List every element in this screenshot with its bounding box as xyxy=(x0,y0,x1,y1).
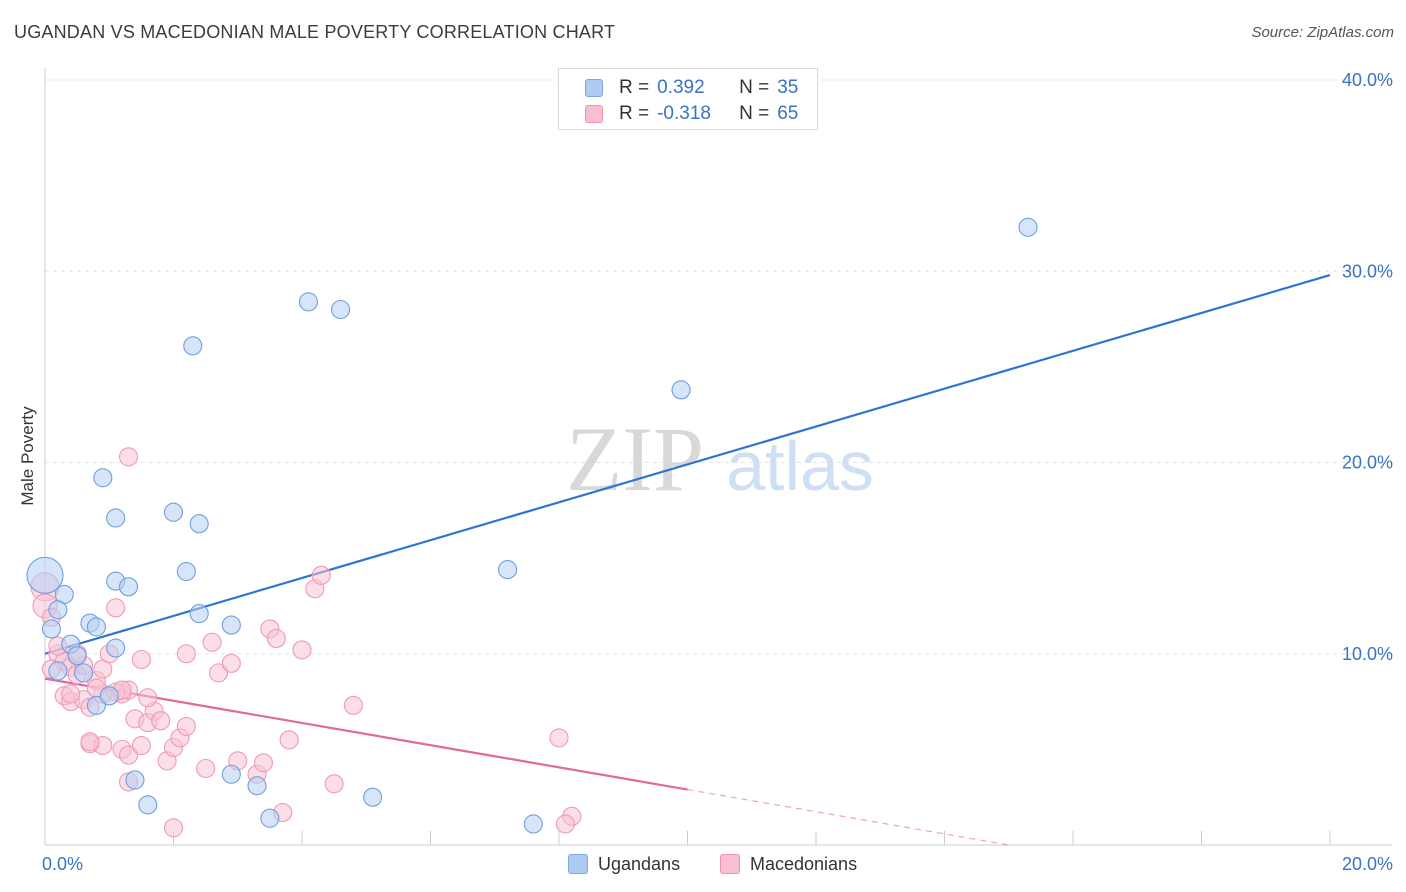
data-point-macedonians xyxy=(202,632,222,652)
bottom-legend-swatch-ugandans xyxy=(568,854,588,874)
legend-r-label: R = xyxy=(619,103,650,124)
y-axis-label: Male Poverty xyxy=(18,406,37,506)
y-tick-label: 10.0% xyxy=(1342,644,1393,664)
legend-n-label: N = xyxy=(739,77,770,98)
trend-line-ugandans xyxy=(44,274,1331,655)
data-point-ugandans xyxy=(118,577,139,597)
data-point-ugandans xyxy=(163,502,184,522)
data-point-macedonians xyxy=(311,565,331,585)
data-point-ugandans xyxy=(671,380,691,400)
legend-n-value: 65 xyxy=(777,103,799,124)
watermark-atlas: atlas xyxy=(726,427,874,505)
bottom-legend-label-macedonians: Macedonians xyxy=(750,853,858,874)
data-point-macedonians xyxy=(176,644,196,664)
data-point-macedonians xyxy=(343,695,363,715)
watermark: ZIP atlas xyxy=(566,408,874,510)
data-point-macedonians xyxy=(118,745,139,765)
data-point-macedonians xyxy=(163,818,184,838)
legend-r-label: R = xyxy=(619,77,650,98)
data-point-ugandans xyxy=(523,814,543,834)
data-point-ugandans xyxy=(99,686,119,706)
legend-r-value: -0.318 xyxy=(657,103,711,124)
data-points xyxy=(26,217,1038,838)
data-point-ugandans xyxy=(330,299,351,320)
data-point-macedonians xyxy=(176,716,196,736)
y-tick-label: 40.0% xyxy=(1342,70,1393,90)
legend-swatch-macedonians xyxy=(585,105,603,123)
legend-row-macedonians: R = -0.318 N = 65 xyxy=(585,103,816,125)
data-point-ugandans xyxy=(221,764,241,784)
data-point-ugandans xyxy=(183,336,203,356)
legend-n-label: N = xyxy=(739,103,770,124)
data-point-macedonians xyxy=(279,730,299,750)
bottom-legend-label-ugandans: Ugandans xyxy=(598,853,681,874)
data-point-ugandans xyxy=(74,663,94,683)
data-point-ugandans xyxy=(189,514,209,534)
data-point-macedonians xyxy=(208,663,229,683)
y-tick-label: 30.0% xyxy=(1342,261,1393,281)
data-point-ugandans xyxy=(189,604,209,624)
x-tick-label: 20.0% xyxy=(1342,854,1393,874)
legend-n-value: 35 xyxy=(777,77,799,98)
data-point-ugandans xyxy=(363,787,383,807)
data-point-ugandans xyxy=(41,619,61,639)
data-point-ugandans xyxy=(86,695,106,715)
data-point-macedonians xyxy=(555,814,575,834)
data-point-macedonians xyxy=(106,598,126,618)
data-point-macedonians xyxy=(253,753,274,773)
stats-legend: R = 0.392 N = 35 R = -0.318 N = 65 xyxy=(558,68,818,130)
data-point-ugandans xyxy=(298,292,318,312)
data-point-ugandans xyxy=(48,600,68,620)
bottom-legend-macedonians: Macedonians xyxy=(720,852,857,876)
data-point-ugandans xyxy=(125,770,145,790)
data-point-macedonians xyxy=(151,711,171,731)
data-point-ugandans xyxy=(221,615,241,635)
legend-swatch-ugandans xyxy=(585,79,603,97)
data-point-ugandans xyxy=(93,468,113,488)
axes xyxy=(44,68,1392,846)
data-point-ugandans xyxy=(260,808,280,828)
data-point-ugandans xyxy=(498,560,518,580)
bottom-legend-ugandans: Ugandans xyxy=(568,852,680,876)
x-tick-label: 0.0% xyxy=(42,854,83,874)
legend-r-value: 0.392 xyxy=(657,77,705,98)
data-point-macedonians xyxy=(266,628,286,649)
bottom-legend-swatch-macedonians xyxy=(720,854,740,874)
data-point-macedonians xyxy=(118,447,139,467)
data-point-macedonians xyxy=(324,774,344,794)
data-point-macedonians xyxy=(221,653,241,673)
y-tick-label: 20.0% xyxy=(1342,453,1393,473)
trend-line-extension xyxy=(687,788,1009,846)
data-point-macedonians xyxy=(131,735,151,756)
data-point-macedonians xyxy=(549,728,569,748)
source-credit: Source: ZipAtlas.com xyxy=(1251,24,1394,41)
grid-lines xyxy=(45,79,1392,655)
data-point-ugandans xyxy=(67,646,87,666)
tick-labels: 10.0% 20.0% 30.0% 40.0% 0.0% 20.0% xyxy=(42,70,1393,874)
data-point-macedonians xyxy=(61,684,81,704)
data-point-macedonians xyxy=(292,640,312,660)
chart-title: UGANDAN VS MACEDONIAN MALE POVERTY CORRE… xyxy=(14,22,616,42)
data-point-ugandans xyxy=(106,508,126,528)
data-point-ugandans xyxy=(86,617,106,637)
data-point-ugandans xyxy=(106,638,126,658)
data-point-ugandans xyxy=(138,795,158,815)
legend-row-ugandans: R = 0.392 N = 35 xyxy=(585,77,816,99)
data-point-macedonians xyxy=(196,758,216,779)
data-point-macedonians xyxy=(80,732,100,752)
data-point-ugandans xyxy=(48,661,68,681)
data-point-macedonians xyxy=(138,688,158,708)
data-point-ugandans xyxy=(26,556,64,594)
data-point-ugandans xyxy=(176,561,196,582)
data-point-ugandans xyxy=(1018,217,1038,237)
data-point-macedonians xyxy=(131,649,151,670)
data-point-ugandans xyxy=(247,776,267,796)
